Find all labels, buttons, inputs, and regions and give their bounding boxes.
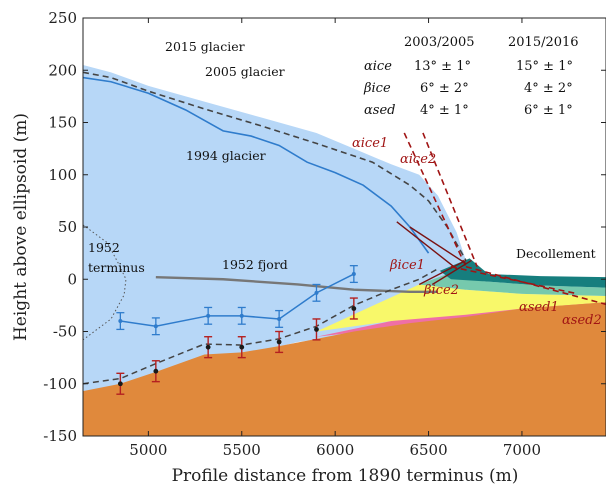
y-axis-label: Height above ellipsoid (m) [11, 113, 31, 341]
sediment-yellow-layer [316, 284, 606, 332]
table-row-label: αice [364, 59, 392, 74]
label-alpha-ice1: αice1 [352, 136, 388, 151]
blue-bed-point [118, 319, 123, 324]
y-tick-label: 50 [58, 218, 77, 236]
label-beta-ice1: βice1 [389, 258, 425, 273]
label-2005-glacier: 2005 glacier [205, 64, 285, 79]
x-tick-label: 5000 [129, 441, 167, 459]
label-1952-terminus-line1: 1952 [88, 240, 120, 255]
blue-bed-point [277, 316, 282, 321]
x-tick-label: 7000 [503, 441, 541, 459]
glacier-1994-line [83, 76, 430, 254]
decollement-teal-layer [439, 258, 606, 288]
terminus-face-1 [396, 221, 458, 270]
blue-bed-point [239, 313, 244, 318]
red-bed-point [239, 344, 245, 350]
table-cell: 6° ± 1° [524, 103, 573, 118]
label-1994-glacier: 1994 glacier [186, 148, 266, 163]
fjord-1952-line [155, 275, 438, 293]
table-header-2003-2005: 2003/2005 [404, 35, 475, 50]
table-cell: 6° ± 2° [420, 81, 469, 96]
glacier-2015-area [83, 65, 466, 436]
y-tick-label: 150 [48, 114, 77, 132]
table-cell: 4° ± 2° [524, 81, 573, 96]
x-axis-label: Profile distance from 1890 terminus (m) [172, 466, 519, 486]
terminus-face-2 [409, 226, 467, 265]
table-row-label: βice [363, 81, 391, 96]
red-bed-point [153, 368, 159, 374]
table-header-2015-2016: 2015/2016 [508, 35, 579, 50]
red-bed-point [205, 344, 211, 350]
blue-bed-point [153, 324, 158, 329]
alpha-ice1-line [403, 132, 467, 268]
bedrock-area [83, 302, 606, 436]
alpha-sed2-line [465, 265, 606, 306]
y-tick-label: -50 [53, 323, 77, 341]
beta-ice1-line [418, 259, 467, 286]
y-tick-label: -100 [43, 375, 77, 393]
angle-table: 2003/2005 2015/2016 αice 13° ± 1° 15° ± … [363, 35, 579, 118]
y-tick-label: 0 [67, 270, 77, 288]
label-beta-ice2: βice2 [423, 283, 459, 298]
label-2015-glacier: 2015 glacier [165, 39, 245, 54]
label-1952-fjord: 1952 fjord [222, 257, 288, 272]
red-bed-point [351, 306, 357, 311]
table-cell: 15° ± 1° [516, 59, 573, 74]
y-tick-label: 250 [48, 9, 77, 27]
x-tick-label: 6000 [316, 441, 354, 459]
label-alpha-sed1: αsed1 [519, 300, 559, 315]
table-cell: 13° ± 1° [414, 59, 471, 74]
y-tick-label: 100 [48, 166, 77, 184]
label-decollement: Decollement [516, 246, 596, 261]
axes: -150 -100 -50 0 50 100 150 200 250 5000 5500 6000 65… [43, 9, 606, 459]
blue-bed-point [351, 272, 356, 277]
alpha-ice2-line [422, 132, 478, 268]
label-alpha-ice2: αice2 [400, 152, 436, 167]
red-bed-point [314, 327, 319, 332]
y-tick-label: -150 [43, 427, 77, 445]
beta-ice2-line [431, 259, 472, 286]
red-bed-point [117, 381, 123, 387]
y-tick-label: 200 [48, 61, 77, 79]
label-alpha-sed2: αsed2 [562, 313, 602, 328]
x-tick-label: 5500 [223, 441, 261, 459]
label-1952-terminus-line2: terminus [88, 260, 145, 275]
red-bed-point [276, 339, 282, 345]
table-row-label: αsed [364, 103, 395, 118]
glacier-2005-line [83, 71, 467, 261]
table-cell: 4° ± 1° [420, 103, 469, 118]
x-tick-label: 6500 [409, 441, 447, 459]
blue-bed-point [314, 290, 319, 295]
blue-bed-point [206, 313, 211, 318]
